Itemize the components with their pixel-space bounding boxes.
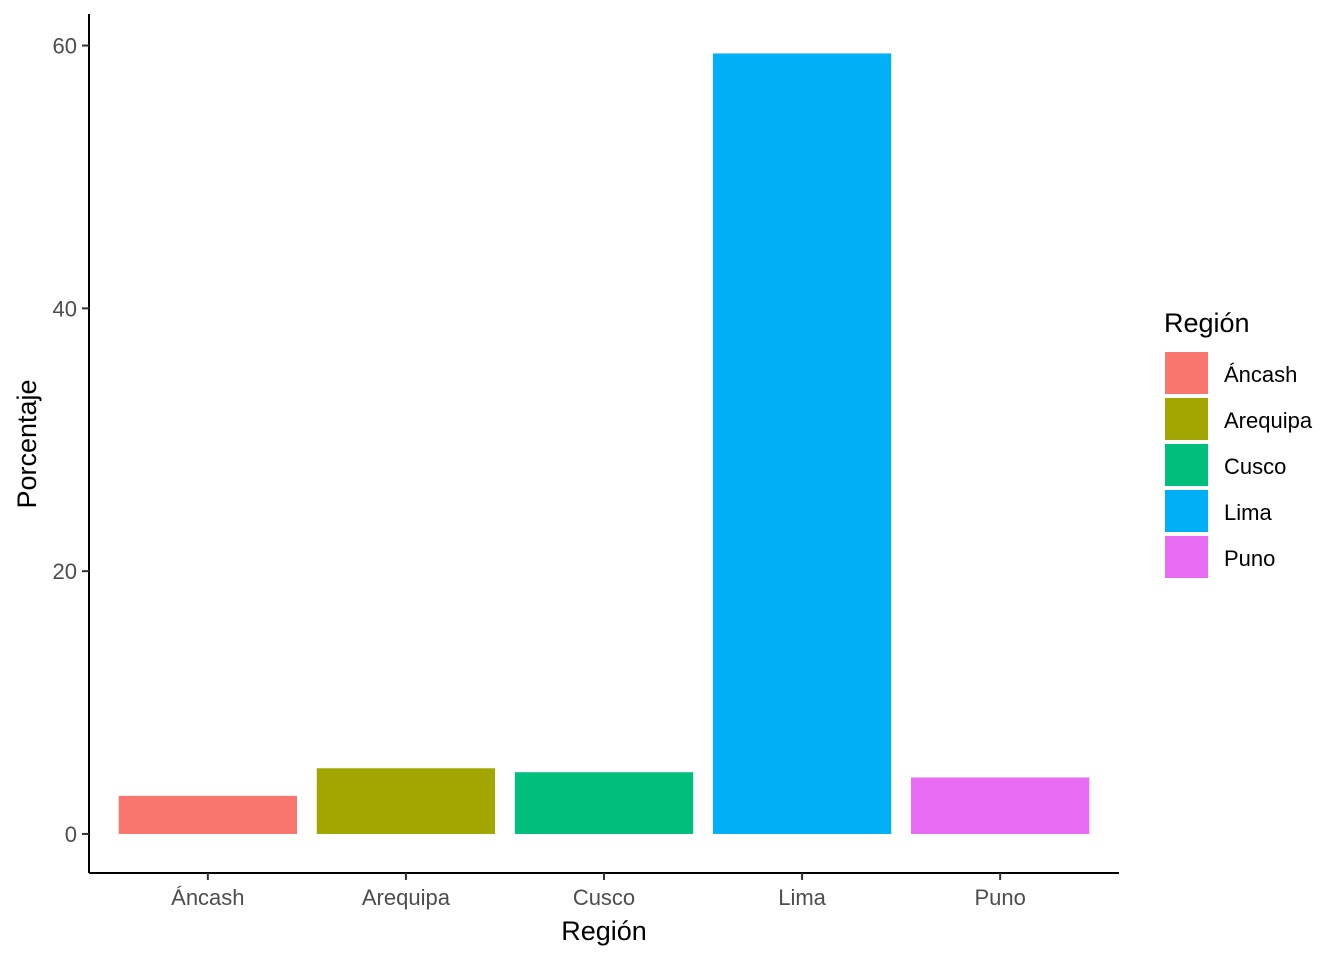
x-tick-label: Cusco xyxy=(573,885,635,910)
legend-item: Lima xyxy=(1165,490,1272,532)
y-tick-label: 40 xyxy=(53,296,77,321)
bar-áncash xyxy=(118,795,297,834)
legend-item: Arequipa xyxy=(1165,398,1313,440)
legend-label: Arequipa xyxy=(1224,408,1313,433)
legend-swatch xyxy=(1165,490,1208,532)
legend-title: Región xyxy=(1164,308,1250,338)
legend-items: Áncash Arequipa Cusco Lima Puno xyxy=(1165,352,1313,578)
legend-label: Cusco xyxy=(1224,454,1286,479)
bar-puno xyxy=(911,777,1090,834)
x-tick-label: Arequipa xyxy=(362,885,451,910)
legend-item: Cusco xyxy=(1165,444,1286,486)
x-tick-label: Lima xyxy=(778,885,826,910)
y-tick-label: 0 xyxy=(65,822,77,847)
x-tick-label: Áncash xyxy=(171,885,244,910)
legend-label: Puno xyxy=(1224,546,1275,571)
bar-cusco xyxy=(514,772,694,834)
x-ticks: Áncash Arequipa Cusco Lima Puno xyxy=(171,873,1026,910)
x-axis: Áncash Arequipa Cusco Lima Puno xyxy=(89,872,1119,910)
bar-lima xyxy=(712,53,892,834)
legend-item: Áncash xyxy=(1165,352,1297,394)
y-ticks: 0 20 40 60 xyxy=(53,34,89,847)
legend-swatch xyxy=(1165,398,1208,440)
legend-swatch xyxy=(1165,444,1208,486)
bars xyxy=(118,53,1090,834)
y-tick-label: 20 xyxy=(53,559,77,584)
x-tick-label: Puno xyxy=(974,885,1025,910)
legend-swatch xyxy=(1165,352,1208,394)
y-axis: 0 20 40 60 xyxy=(53,14,90,873)
legend-label: Lima xyxy=(1224,500,1272,525)
y-tick-label: 60 xyxy=(53,34,77,59)
legend: Región Áncash Arequipa Cusco Lima Puno xyxy=(1164,308,1313,578)
legend-swatch xyxy=(1165,536,1208,578)
legend-item: Puno xyxy=(1165,536,1275,578)
legend-label: Áncash xyxy=(1224,362,1297,387)
bar-arequipa xyxy=(316,768,496,834)
x-axis-title: Región xyxy=(561,916,647,946)
y-axis-title: Porcentaje xyxy=(12,379,42,508)
